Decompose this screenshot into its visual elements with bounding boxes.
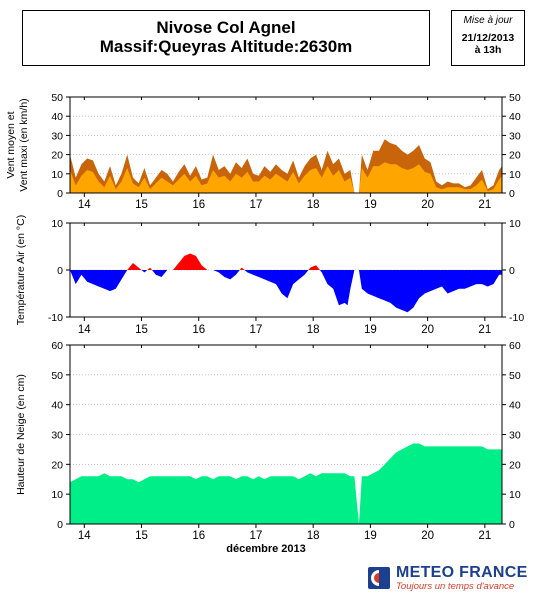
- x-tick-label: 15: [135, 324, 148, 336]
- x-tick-label: 20: [421, 199, 434, 211]
- y-tick-label-left: 0: [57, 265, 63, 277]
- x-tick-label: 21: [478, 324, 491, 336]
- x-tick-label: 21: [478, 530, 491, 542]
- y-tick-label-left: 0: [57, 188, 63, 200]
- x-tick-label: 17: [250, 324, 263, 336]
- y-tick-label-left: 50: [51, 92, 63, 104]
- temperature-positive-area: [70, 253, 502, 270]
- x-axis-label: décembre 2013: [226, 543, 306, 555]
- y-tick-label-left: 30: [51, 430, 63, 442]
- update-label: Mise à jour: [463, 15, 513, 26]
- y-tick-label-right: 30: [509, 130, 521, 142]
- chart-panel-2: -10 -10 0 0 10 10 14 15 16 17 18 19 20 21 Température …: [15, 215, 524, 336]
- y-tick-label-left: 40: [51, 400, 63, 412]
- x-tick-label: 19: [364, 199, 377, 211]
- y-tick-label-left: 10: [51, 169, 63, 181]
- y-tick-label-right: 50: [509, 92, 521, 104]
- chart-panel-1: 0 0 10 10 20 20 30 30 40 40 50 50 14 15 16 17 18 19 20 21 Ve…: [5, 92, 521, 211]
- x-tick-label: 15: [135, 199, 148, 211]
- y-tick-label-left: -10: [48, 312, 63, 324]
- brand-tagline: Toujours un temps d'avance: [396, 581, 515, 592]
- meteo-france-emblem-icon: [368, 567, 390, 589]
- snow-depth-area: [70, 443, 502, 524]
- x-tick-label: 19: [364, 530, 377, 542]
- plot-frame: [69, 96, 503, 194]
- x-tick-label: 14: [78, 530, 91, 542]
- y-tick-label-right: 10: [509, 169, 521, 181]
- x-tick-label: 17: [250, 199, 263, 211]
- brand-name: METEO FRANCE: [396, 564, 528, 581]
- x-tick-label: 20: [421, 324, 434, 336]
- y-tick-label-right: 30: [509, 430, 521, 442]
- x-tick-label: 20: [421, 530, 434, 542]
- x-tick-label: 16: [192, 324, 205, 336]
- temperature-negative-area: [70, 270, 502, 313]
- y-tick-label-right: -10: [509, 312, 524, 324]
- y-tick-label-left: 40: [51, 111, 63, 123]
- y-tick-label-right: 0: [509, 265, 515, 277]
- update-time: à 13h: [474, 44, 502, 56]
- meteo-france-logo: METEO FRANCE Toujours un temps d'avance: [368, 564, 536, 594]
- x-tick-label: 15: [135, 530, 148, 542]
- x-tick-label: 14: [78, 324, 91, 336]
- y-tick-label-left: 50: [51, 370, 63, 382]
- x-tick-label: 16: [192, 530, 205, 542]
- x-tick-label: 14: [78, 199, 91, 211]
- chart-panel-3: 0 0 10 10 20 20 30 30 40 40 50 50 60 60 14 15 16 17 18 19 20…: [15, 340, 521, 555]
- y-axis-label-line2: Vent maxi (en km/h): [18, 98, 30, 191]
- x-tick-label: 21: [478, 199, 491, 211]
- y-tick-label-left: 10: [51, 489, 63, 501]
- x-tick-label: 19: [364, 324, 377, 336]
- x-tick-label: 18: [307, 324, 320, 336]
- y-axis-label-line1: Vent moyen et: [5, 111, 17, 178]
- station-title: Nivose Col Agnel: [156, 18, 296, 37]
- x-tick-label: 16: [192, 199, 205, 211]
- station-subtitle: Massif:Queyras Altitude:2630m: [99, 37, 353, 56]
- title-box: Nivose Col Agnel Massif:Queyras Altitude…: [22, 10, 430, 66]
- y-tick-label-right: 50: [509, 370, 521, 382]
- x-tick-label: 18: [307, 530, 320, 542]
- update-box: Mise à jour 21/12/2013 à 13h: [451, 10, 525, 66]
- y-tick-label-left: 0: [57, 519, 63, 531]
- y-tick-label-right: 60: [509, 340, 521, 352]
- wind_mean-area: [70, 162, 502, 193]
- y-tick-label-right: 20: [509, 459, 521, 471]
- y-tick-label-right: 20: [509, 150, 521, 162]
- update-date: 21/12/2013: [461, 32, 515, 44]
- y-tick-label-right: 10: [509, 218, 521, 230]
- y-tick-label-right: 10: [509, 489, 521, 501]
- y-tick-label-left: 10: [51, 218, 63, 230]
- y-tick-label-left: 60: [51, 340, 63, 352]
- y-tick-label-right: 40: [509, 111, 521, 123]
- y-tick-label-right: 40: [509, 400, 521, 412]
- y-tick-label-right: 0: [509, 519, 515, 531]
- y-axis-label: Température Air (en °C): [15, 215, 27, 325]
- y-tick-label-right: 0: [509, 188, 515, 200]
- y-tick-label-left: 20: [51, 459, 63, 471]
- y-axis-label: Hauteur de Neige (en cm): [15, 374, 27, 495]
- x-tick-label: 18: [307, 199, 320, 211]
- x-tick-label: 17: [250, 530, 263, 542]
- y-tick-label-left: 30: [51, 130, 63, 142]
- y-tick-label-left: 20: [51, 150, 63, 162]
